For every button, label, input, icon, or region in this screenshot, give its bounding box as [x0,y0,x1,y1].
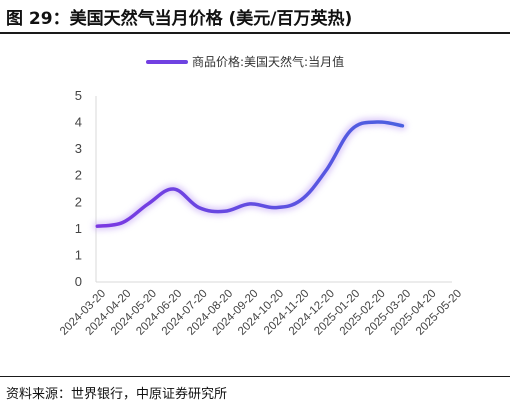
y-tick-label: 5 [75,88,82,103]
data-point [248,202,251,205]
data-point [147,202,150,205]
top-divider [0,32,510,34]
data-point [172,188,175,191]
series-line [95,120,405,228]
y-tick-label: 1 [75,221,82,236]
data-point [299,199,302,202]
y-tick-label: 3 [75,141,82,156]
data-point [274,206,277,209]
legend-label: 商品价格:美国天然气:当月值 [192,54,344,69]
legend: 商品价格:美国天然气:当月值 [146,54,344,69]
data-point [325,169,328,172]
data-point [401,124,404,127]
data-point [198,206,201,209]
y-tick-label: 4 [75,115,82,130]
data-point [350,128,353,131]
data-point [376,121,379,124]
data-point [223,210,226,213]
data-point [121,221,124,224]
y-tick-label: 2 [75,194,82,209]
source-note: 资料来源：世界银行，中原证券研究所 [6,387,228,402]
data-point [96,225,99,228]
y-tick-label: 1 [75,247,82,262]
y-tick-label: 2 [75,168,82,183]
bottom-divider [0,376,510,377]
figure-title: 图 29：美国天然气当月价格 (美元/百万英热) [6,9,353,29]
series-line-glow [92,117,407,231]
y-tick-label: 0 [75,274,82,289]
